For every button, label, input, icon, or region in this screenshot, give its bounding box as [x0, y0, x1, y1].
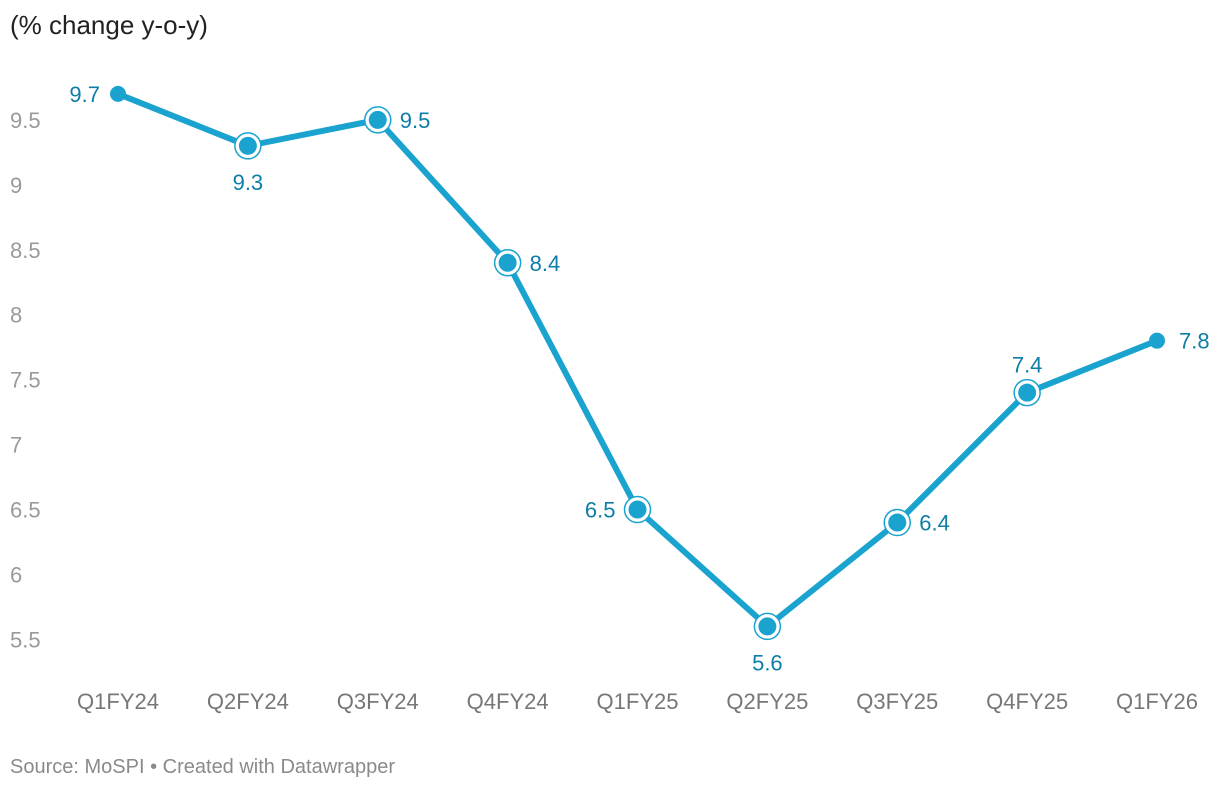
data-point [1013, 378, 1041, 407]
x-axis: Q1FY24 Q2FY24 Q3FY24 Q4FY24 Q1FY25 Q2FY25 Q3FY… [77, 689, 1198, 714]
point-marker [628, 500, 647, 519]
data-label: 6.4 [919, 511, 950, 536]
point-marker [1018, 383, 1037, 402]
x-tick-label: Q1FY25 [597, 689, 679, 714]
data-label: 7.8 [1179, 329, 1210, 354]
point-marker [238, 136, 257, 155]
y-tick-label: 7.5 [10, 368, 41, 393]
data-label: 7.4 [1012, 353, 1043, 378]
x-tick-label: Q3FY24 [337, 689, 419, 714]
data-labels: 9.7 9.3 9.5 8.4 6.5 5.6 6.4 7.4 7.8 [69, 82, 1209, 676]
data-label: 9.7 [69, 82, 100, 107]
y-axis-title: (% change y-o-y) [10, 10, 208, 40]
y-tick-label: 9 [10, 173, 22, 198]
x-tick-label: Q2FY24 [207, 689, 289, 714]
y-tick-label: 8.5 [10, 238, 41, 263]
data-label: 9.3 [233, 170, 264, 195]
point-marker [110, 85, 126, 102]
data-label: 8.4 [530, 251, 561, 276]
x-tick-label: Q1FY26 [1116, 689, 1198, 714]
source-note: Source: MoSPI [10, 756, 145, 778]
series-lines [115, 90, 1160, 630]
series-line [115, 90, 1160, 630]
data-point [883, 508, 911, 537]
data-point [493, 249, 522, 277]
y-tick-label: 6 [10, 562, 22, 587]
point-marker [368, 110, 387, 129]
y-tick-label: 8 [10, 303, 22, 328]
data-label: 6.5 [585, 498, 616, 523]
x-tick-label: Q2FY25 [726, 689, 808, 714]
data-point [623, 495, 652, 524]
data-point [364, 106, 392, 134]
data-label: 5.6 [752, 650, 783, 675]
y-tick-label: 6.5 [10, 498, 41, 523]
series-points [110, 85, 1165, 641]
data-label: 9.5 [400, 108, 431, 133]
line-chart: 5.5 6 6.5 7 7.5 8 8.5 9 9.5 Q1FY24 Q2FY24 Q3FY24 Q4… [10, 82, 1210, 714]
point-marker [888, 513, 907, 532]
y-tick-label: 7 [10, 433, 22, 458]
data-point [753, 612, 782, 641]
x-tick-label: Q4FY24 [467, 689, 549, 714]
point-marker [498, 253, 517, 272]
y-tick-label: 9.5 [10, 108, 41, 133]
x-tick-label: Q3FY25 [856, 689, 938, 714]
x-tick-label: Q4FY25 [986, 689, 1068, 714]
data-point [110, 85, 126, 102]
chart-footer: Source: MoSPI • Created with Datawrapper [10, 756, 395, 779]
point-marker [758, 617, 777, 636]
footer-separator: • [150, 756, 158, 778]
data-point [1149, 332, 1165, 349]
point-marker [1149, 332, 1165, 349]
data-point [234, 132, 262, 160]
x-tick-label: Q1FY24 [77, 689, 159, 714]
y-tick-label: 5.5 [10, 627, 41, 652]
y-axis: 5.5 6 6.5 7 7.5 8 8.5 9 9.5 [10, 108, 41, 653]
credit-note: Created with Datawrapper [162, 756, 395, 778]
